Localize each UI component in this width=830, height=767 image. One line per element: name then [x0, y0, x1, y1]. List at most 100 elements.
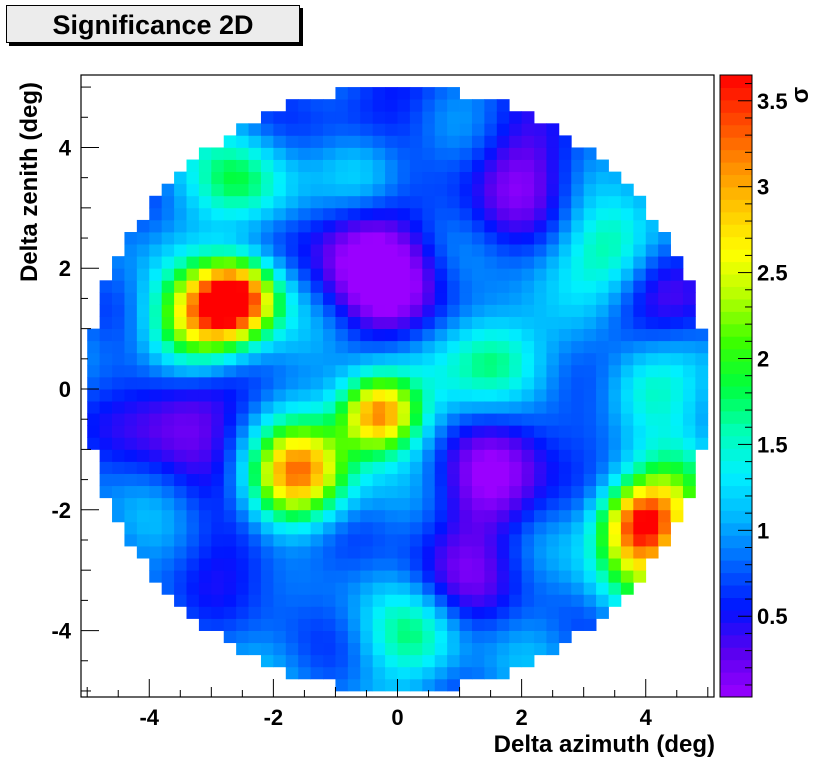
heatmap-cell: [608, 340, 622, 354]
heatmap-cell: [409, 533, 423, 547]
heatmap-cell: [136, 232, 150, 245]
heatmap-cell: [186, 256, 200, 269]
heatmap-cell: [434, 546, 448, 559]
heatmap-cell: [186, 232, 200, 245]
colorbar-swatch: [720, 286, 752, 300]
heatmap-cell: [174, 570, 187, 583]
heatmap-cell: [161, 304, 175, 317]
heatmap-cell: [285, 232, 299, 245]
heatmap-cell: [335, 268, 349, 281]
heatmap-cell: [521, 328, 535, 342]
heatmap-cell: [509, 304, 523, 317]
heatmap-cell: [372, 232, 386, 245]
heatmap-cell: [273, 256, 287, 269]
heatmap-cell: [211, 389, 225, 402]
heatmap-cell: [583, 364, 597, 378]
heatmap-cell: [161, 328, 175, 342]
heatmap-cell: [608, 461, 622, 474]
heatmap-cell: [223, 461, 237, 474]
heatmap-cell: [546, 618, 560, 631]
heatmap-cell: [347, 509, 361, 523]
heatmap-cell: [161, 473, 175, 487]
heatmap-cell: [136, 546, 150, 559]
heatmap-cell: [558, 376, 572, 390]
heatmap-cell: [633, 376, 647, 390]
heatmap-cell: [149, 437, 163, 450]
heatmap-cell: [298, 461, 312, 474]
heatmap-cell: [422, 268, 436, 281]
heatmap-cell: [521, 292, 535, 305]
heatmap-cell: [521, 546, 535, 559]
heatmap-cell: [298, 413, 312, 426]
heatmap-cell: [571, 582, 585, 595]
heatmap-cell: [149, 232, 163, 245]
heatmap-cell: [447, 171, 460, 185]
heatmap-cell: [682, 473, 696, 487]
heatmap-cell: [546, 364, 560, 378]
heatmap-cell: [447, 364, 460, 378]
heatmap-cell: [223, 497, 237, 511]
heatmap-cell: [372, 570, 386, 583]
heatmap-cell: [422, 521, 436, 535]
heatmap-cell: [260, 292, 274, 305]
heatmap-cell: [335, 485, 349, 499]
heatmap-cell: [447, 461, 460, 474]
heatmap-cell: [112, 376, 125, 390]
heatmap-cell: [136, 280, 150, 293]
heatmap-cell: [670, 376, 684, 390]
colorbar-tick-label: 0.5: [757, 604, 788, 629]
heatmap-cell: [422, 389, 436, 402]
heatmap-cell: [620, 413, 634, 426]
heatmap-cell: [447, 280, 460, 293]
heatmap-cell: [385, 280, 398, 293]
heatmap-cell: [397, 171, 411, 185]
heatmap-cell: [596, 376, 609, 390]
colorbar-swatch: [720, 162, 752, 176]
heatmap-cell: [583, 147, 597, 160]
heatmap-cell: [521, 449, 535, 462]
heatmap-cell: [372, 582, 386, 595]
heatmap-cell: [459, 461, 473, 474]
heatmap-cell: [422, 546, 436, 559]
heatmap-cell: [236, 364, 249, 378]
heatmap-cell: [385, 219, 398, 233]
heatmap-cell: [596, 570, 609, 583]
heatmap-cell: [633, 328, 647, 342]
heatmap-cell: [471, 618, 485, 631]
heatmap-cell: [409, 678, 423, 692]
colorbar-swatch: [720, 485, 752, 499]
heatmap-cell: [583, 533, 597, 547]
heatmap-cell: [310, 413, 324, 426]
heatmap-cell: [198, 570, 212, 583]
heatmap-cell: [583, 461, 597, 474]
heatmap-cell: [670, 449, 684, 462]
heatmap-cell: [385, 244, 398, 257]
heatmap-cell: [186, 461, 200, 474]
heatmap-cell: [124, 304, 138, 317]
heatmap-cell: [434, 219, 448, 233]
heatmap-cell: [372, 376, 386, 390]
heatmap-cell: [385, 558, 398, 571]
heatmap-cell: [360, 642, 374, 656]
heatmap-cell: [347, 328, 361, 342]
heatmap-cell: [310, 111, 324, 124]
heatmap-cell: [571, 461, 585, 474]
heatmap-cell: [248, 497, 262, 511]
heatmap-cell: [434, 292, 448, 305]
heatmap-cell: [385, 389, 398, 402]
heatmap-cell: [484, 521, 498, 535]
heatmap-cell: [682, 364, 696, 378]
heatmap-cell: [186, 401, 200, 414]
heatmap-cell: [248, 304, 262, 317]
heatmap-cell: [186, 594, 200, 607]
heatmap-cell: [409, 485, 423, 499]
heatmap-cell: [447, 485, 460, 499]
heatmap-cell: [422, 256, 436, 269]
colorbar-swatch: [720, 410, 752, 424]
heatmap-cell: [695, 425, 709, 438]
heatmap-cell: [174, 316, 187, 330]
heatmap-cell: [360, 352, 374, 366]
heatmap-cell: [112, 292, 125, 305]
heatmap-cell: [248, 642, 262, 656]
heatmap-cell: [571, 533, 585, 547]
